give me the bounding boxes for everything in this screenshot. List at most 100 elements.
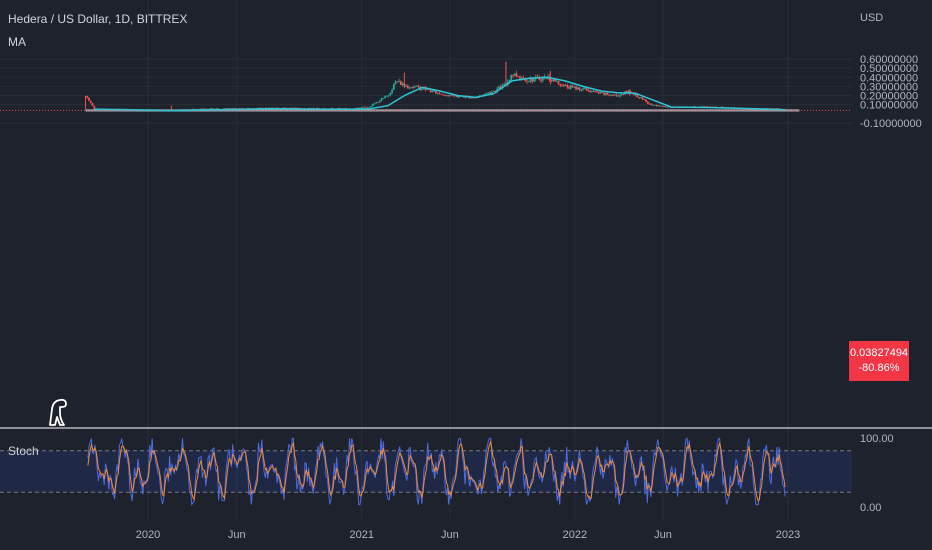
candle-body [555, 80, 558, 82]
stoch-label: Stoch [8, 444, 39, 458]
candle-body [582, 88, 584, 90]
candle-body [603, 92, 605, 95]
candle-body [431, 90, 434, 92]
candle-body [258, 107, 260, 109]
price-tick-label: 0.10000000 [860, 100, 918, 112]
candle-body [601, 92, 604, 94]
stoch-d-line [87, 439, 786, 502]
candle-body [583, 88, 586, 89]
grid-lines [0, 0, 852, 520]
candle-body [597, 92, 600, 94]
candle-body [492, 91, 495, 92]
candle-body [228, 108, 231, 110]
candle-body [671, 107, 674, 109]
candle-body [88, 97, 90, 101]
candle-body [641, 97, 644, 100]
candle-body [610, 95, 612, 96]
support-zone [85, 109, 800, 112]
candle-body [370, 106, 372, 107]
time-tick-label: Jun [441, 529, 459, 541]
candle-body [173, 109, 176, 111]
candle-body [427, 89, 430, 90]
candle-body [653, 104, 656, 106]
candle-body [387, 95, 390, 96]
candle-body [373, 103, 376, 105]
candle-body [659, 105, 662, 107]
candle-body [533, 79, 535, 82]
candle-body [392, 84, 395, 90]
candle-body [336, 108, 339, 109]
candle-body [559, 83, 562, 86]
candle-body [529, 78, 532, 82]
candle-body [613, 94, 616, 96]
candle-body [233, 108, 236, 109]
candle-body [608, 94, 611, 96]
time-tick-label: 2022 [563, 529, 587, 541]
candle-body [485, 93, 488, 95]
candle-body [557, 80, 560, 84]
candle-body [666, 106, 669, 108]
candle-body [203, 108, 206, 110]
candle-body [361, 107, 364, 109]
candle-body [216, 108, 218, 110]
candle-body [618, 94, 621, 97]
candle-body [550, 80, 553, 82]
price-tick-label: 0.40000000 [860, 72, 918, 84]
candle-body [569, 85, 572, 89]
candle-body [91, 103, 94, 106]
candle-body [436, 92, 439, 94]
candle-body [401, 83, 404, 86]
candle-body [576, 87, 579, 90]
candle-body [420, 88, 423, 90]
candle-body [611, 95, 614, 96]
candle-body [415, 85, 418, 87]
candle-body [650, 103, 653, 106]
candle-body [494, 91, 497, 92]
candle-body [471, 97, 474, 99]
candle-body [520, 77, 523, 79]
price-tick-label: 0.30000000 [860, 81, 918, 93]
candle-body [484, 94, 486, 96]
candle-body [238, 108, 241, 109]
candle-body [552, 79, 555, 82]
candle-body [377, 102, 379, 104]
time-tick-label: 2021 [349, 529, 373, 541]
candle-body [564, 84, 567, 86]
candle-body [645, 99, 648, 102]
candle-body [217, 108, 220, 110]
candle-body [210, 108, 213, 110]
time-tick-label: 2023 [776, 529, 800, 541]
candle-body [585, 88, 588, 91]
ma-indicator-label[interactable]: MA [8, 35, 26, 49]
candle-body [456, 95, 458, 98]
candle-body [378, 100, 381, 103]
candle-body [513, 73, 516, 76]
candle-body [627, 90, 630, 93]
candle-body [617, 95, 619, 97]
candle-body [568, 87, 570, 89]
candle-body [89, 100, 92, 104]
candle-body [629, 90, 632, 93]
time-axis[interactable]: 2020 Jun 2021 Jun 2022 Jun 2023 [136, 529, 800, 541]
candle-body [338, 108, 341, 109]
candle-body [512, 74, 514, 76]
candle-body [413, 86, 416, 88]
candle-body [620, 94, 623, 95]
candle-body [667, 106, 670, 108]
candle-body [664, 106, 667, 108]
candle-body [454, 95, 457, 97]
candle-body [541, 77, 544, 81]
candle-body [398, 81, 400, 82]
candle-body [470, 97, 472, 99]
candle-body [643, 99, 646, 101]
candle-body [648, 103, 651, 105]
candle-body [441, 94, 444, 96]
candle-body [615, 94, 618, 96]
last-price-value: 0.03827494 [849, 347, 909, 359]
candle-body [405, 85, 408, 87]
candle-body [636, 93, 639, 98]
price-axis[interactable]: 0.600000000.500000000.400000000.30000000… [860, 54, 922, 130]
candle-body [662, 105, 665, 107]
candle-body [638, 97, 640, 99]
